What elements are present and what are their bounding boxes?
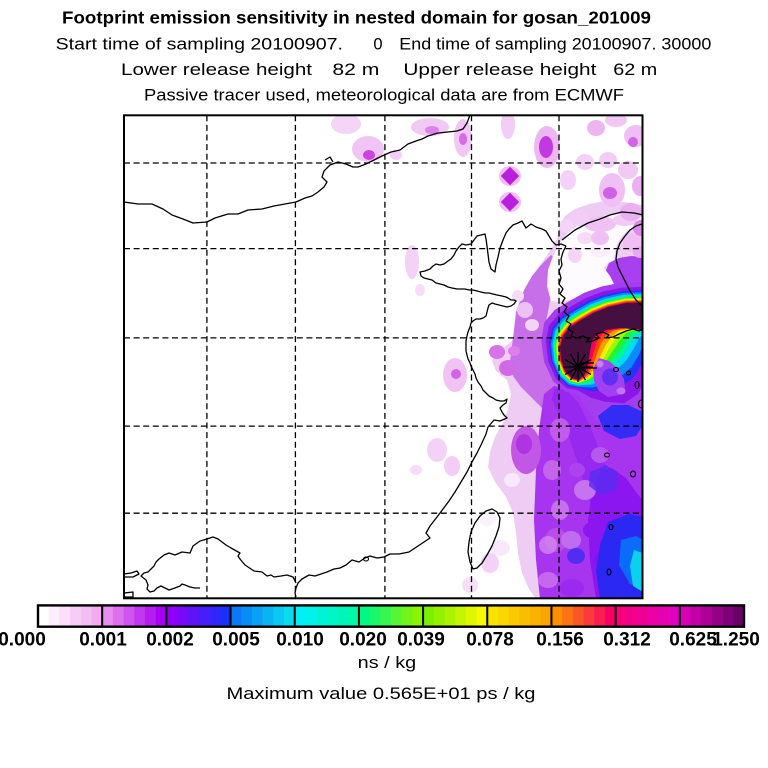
- svg-text:0.156: 0.156: [536, 630, 584, 651]
- svg-text:0.312: 0.312: [603, 630, 651, 651]
- svg-text:Maximum value 0.565E+01 ps /: Maximum value 0.565E+01 ps / kg: [227, 684, 536, 703]
- svg-text:Passive tracer used, meteorolo: Passive tracer used, meteorological data…: [144, 87, 624, 105]
- svg-text:62 m: 62 m: [613, 61, 657, 79]
- svg-text:Upper release height: Upper release height: [403, 61, 597, 79]
- svg-text:End time of sampling 20100907.: End time of sampling 20100907. 30000: [399, 36, 711, 54]
- svg-text:0.078: 0.078: [466, 630, 514, 651]
- svg-text:1.250: 1.250: [712, 630, 760, 651]
- svg-text:0.001: 0.001: [79, 630, 127, 651]
- svg-text:0.002: 0.002: [146, 630, 194, 651]
- svg-text:Lower release height: Lower release height: [121, 61, 313, 79]
- svg-text:Start time of sampling 2010090: Start time of sampling 20100907.: [56, 36, 343, 54]
- svg-text:0.020: 0.020: [339, 630, 387, 651]
- svg-text:ns / kg: ns / kg: [358, 653, 417, 672]
- svg-text:0.000: 0.000: [0, 630, 46, 651]
- svg-text:0.625: 0.625: [669, 630, 717, 651]
- svg-text:Footprint emission sensitivity: Footprint emission sensitivity in nested…: [62, 8, 651, 28]
- svg-text:0.010: 0.010: [276, 630, 324, 651]
- svg-text:0: 0: [373, 36, 382, 54]
- svg-text:0.039: 0.039: [397, 630, 445, 651]
- svg-text:82 m: 82 m: [332, 61, 379, 79]
- svg-text:0.005: 0.005: [212, 630, 260, 651]
